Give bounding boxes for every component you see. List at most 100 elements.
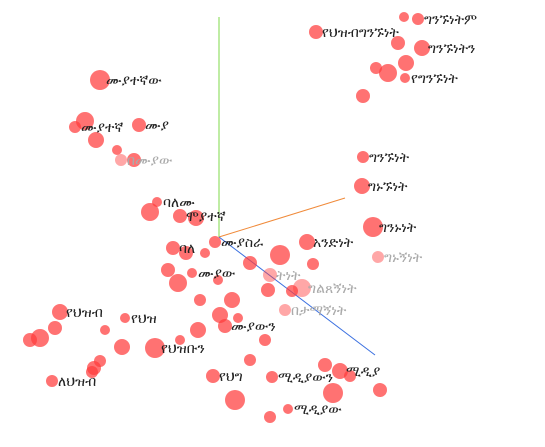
data-point <box>279 304 291 316</box>
data-point <box>286 285 298 297</box>
data-point <box>372 251 384 263</box>
data-point <box>145 338 165 358</box>
data-label: ግንኙነት <box>369 150 410 166</box>
data-point <box>169 274 187 292</box>
data-label: የህዝብግንኙነት <box>322 25 399 41</box>
data-label: ግልጸኝነት <box>308 281 357 297</box>
data-label: ሙያውን <box>231 319 276 335</box>
data-point <box>414 40 430 56</box>
data-label: ሚዲያውን <box>278 370 333 386</box>
data-point <box>398 55 414 71</box>
data-label: ባለሙ <box>163 195 195 211</box>
data-point <box>266 371 278 383</box>
data-point <box>213 275 223 285</box>
data-point <box>263 268 277 282</box>
data-point <box>90 70 110 90</box>
data-label: የህግ <box>219 369 243 385</box>
data-label: የህዝብ <box>66 305 103 321</box>
data-label: ግንኑነት <box>379 220 417 236</box>
axes-group <box>218 17 376 356</box>
data-point <box>225 390 245 410</box>
data-point <box>209 236 221 248</box>
data-point <box>166 241 180 255</box>
data-label: ሞያተኛ <box>186 209 226 225</box>
x-axis-line <box>218 197 346 238</box>
data-point <box>194 294 206 306</box>
data-label: ሙያተኛ <box>81 120 123 136</box>
data-point <box>48 321 62 335</box>
data-point <box>175 335 185 345</box>
data-label: ትነት <box>276 268 301 284</box>
data-point <box>283 404 293 414</box>
data-point <box>299 234 315 250</box>
data-point <box>200 248 210 258</box>
data-point <box>31 329 49 347</box>
data-point <box>132 118 146 132</box>
data-point <box>187 268 197 278</box>
data-label: ለህዝብ <box>58 374 96 390</box>
data-point <box>190 322 206 338</box>
data-label: ሙያ <box>145 118 169 134</box>
data-point <box>363 217 383 237</box>
data-label: የህዝቡን <box>161 341 205 357</box>
data-point <box>52 304 68 320</box>
data-point <box>100 325 110 335</box>
data-point <box>206 369 220 383</box>
z-axis-line <box>218 236 376 356</box>
data-point <box>261 283 275 297</box>
data-point <box>309 25 323 39</box>
data-point <box>354 178 370 194</box>
data-point <box>127 153 141 167</box>
data-point <box>357 151 369 163</box>
data-point <box>259 334 271 346</box>
data-point <box>173 209 187 223</box>
data-point <box>356 89 370 103</box>
data-point <box>94 355 106 367</box>
data-point <box>120 313 130 323</box>
data-point <box>161 263 175 277</box>
data-point <box>224 292 240 308</box>
data-point <box>399 12 409 22</box>
data-point <box>212 307 228 323</box>
data-label: የህዝ <box>131 311 157 327</box>
data-label: ግኑኙነት <box>368 179 408 195</box>
data-point <box>270 245 290 265</box>
data-label: ሙያው <box>198 266 236 282</box>
data-point <box>344 370 356 382</box>
data-point <box>391 36 405 50</box>
data-label: ባለ <box>179 241 195 257</box>
data-label: በሙያው <box>127 153 173 169</box>
data-point <box>373 383 387 397</box>
data-label: ሙያተኛው <box>106 73 162 89</box>
data-label: ግንኙነትን <box>428 41 475 57</box>
data-point <box>188 210 204 226</box>
data-point <box>115 154 127 166</box>
data-point <box>323 383 343 403</box>
data-point <box>141 203 159 221</box>
data-point <box>318 358 332 372</box>
data-point <box>179 246 193 260</box>
data-point <box>243 256 257 270</box>
data-label: ሚዲያው <box>294 402 342 418</box>
data-point <box>233 313 243 323</box>
data-point <box>400 73 410 83</box>
data-point <box>46 375 58 387</box>
data-point <box>88 132 104 148</box>
data-point <box>112 145 122 155</box>
data-point <box>370 62 382 74</box>
data-point <box>114 339 130 355</box>
data-point <box>332 363 348 379</box>
data-label: የግንኙነት <box>411 71 458 87</box>
data-label: አንድነት <box>313 235 354 251</box>
data-point <box>264 411 276 423</box>
data-point <box>244 354 256 366</box>
data-point <box>307 258 319 270</box>
data-point <box>412 13 424 25</box>
data-label: ግንኙነትም <box>424 12 477 28</box>
data-label: ግኑኝነት <box>384 250 423 266</box>
data-point <box>76 112 94 130</box>
data-label: ሚዲያ <box>346 364 380 380</box>
data-point <box>379 64 397 82</box>
